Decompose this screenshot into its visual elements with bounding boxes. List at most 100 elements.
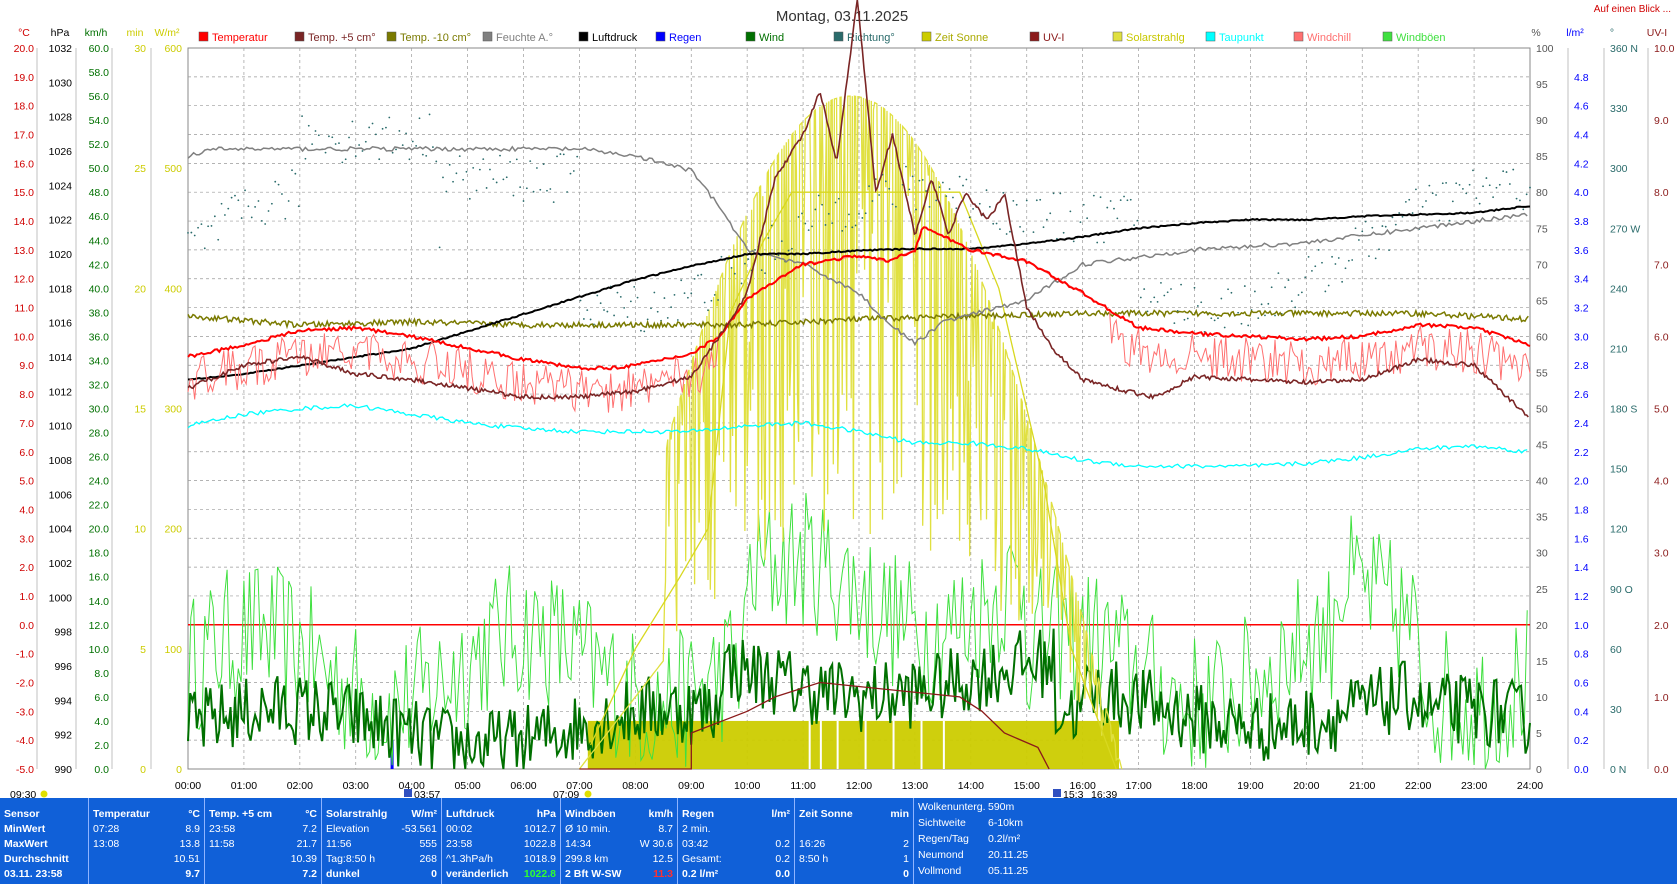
direction-dot (673, 294, 676, 296)
direction-dot (834, 201, 837, 204)
x-axis-tick: 00:00 (175, 780, 201, 792)
direction-dot (361, 150, 364, 152)
direction-dot (666, 317, 669, 319)
pressure-axis-tick: 1022 (49, 215, 73, 227)
solar-axis-tick: 0 (176, 764, 182, 776)
direction-dot (1445, 181, 1448, 184)
direction-dot (1344, 267, 1347, 270)
wind-axis-tick: 20.0 (89, 524, 110, 536)
summary-time: veränderlich (446, 868, 509, 880)
direction-axis-tick: 30 (1610, 704, 1622, 716)
sunshine-gap (836, 720, 839, 769)
direction-dot (676, 319, 679, 321)
overview-link[interactable]: Auf einen Blick ... (1593, 4, 1671, 15)
direction-dot (505, 176, 508, 179)
direction-dot (1042, 226, 1045, 229)
summary-value: W 30.6 (639, 838, 673, 850)
direction-dot (539, 188, 542, 191)
dewpoint-line (187, 403, 1528, 469)
direction-dot (1240, 322, 1243, 325)
rain-axis-tick: 4.4 (1574, 130, 1589, 142)
uv-axis-tick: 9.0 (1654, 115, 1669, 127)
direction-dot (871, 200, 874, 202)
rain-axis-tick: 0.0 (1574, 764, 1589, 776)
summary-col-solar: Solarstrahlg W/m² Elevation -53.561 11:56 5… (322, 798, 442, 884)
direction-dot (1431, 192, 1434, 195)
pressure-axis-tick: 996 (54, 661, 72, 673)
direction-dot (240, 217, 243, 219)
direction-dot (861, 217, 864, 219)
summary-value: 10.39 (290, 853, 317, 865)
direction-dot (401, 144, 404, 146)
direction-dot (1253, 290, 1256, 293)
wind-axis-tick: 54.0 (89, 115, 110, 127)
summary-row-label: MaxWert (4, 838, 48, 850)
temp-axis-tick: 4.0 (19, 504, 34, 516)
direction-axis-tick: 90 O (1610, 584, 1633, 596)
direction-dot (1113, 207, 1115, 210)
x-axis-tick: 06:00 (510, 780, 536, 792)
summary-value: 1018.9 (523, 853, 556, 865)
summary-time: 11:58 (209, 838, 235, 850)
direction-dot (703, 301, 706, 304)
x-axis-tick: 20:00 (1293, 780, 1319, 792)
uv-axis-tick: 0.0 (1654, 764, 1669, 776)
direction-dot (230, 196, 233, 199)
windgust-line (187, 493, 1528, 770)
direction-dot (988, 205, 991, 208)
temp-plus5-line (187, 0, 1529, 418)
summary-time: 299.8 km (565, 853, 609, 865)
pressure-axis-tick: 1004 (49, 524, 73, 536)
direction-dot (925, 190, 927, 192)
legend-swatch (578, 31, 589, 42)
direction-dot (1519, 199, 1521, 202)
direction-dot (760, 269, 763, 272)
direction-dot (307, 124, 310, 127)
direction-dot (1039, 198, 1042, 201)
direction-dot (324, 151, 327, 154)
pressure-axis-tick: 1020 (49, 249, 73, 261)
direction-axis-tick: 180 S (1610, 404, 1637, 416)
summary-col-sensor: Sensor MinWert MaxWert Durchschnitt 03.1… (0, 798, 89, 884)
direction-dot (1492, 196, 1494, 199)
direction-dot (972, 207, 974, 210)
summary-time: 2 min. (682, 823, 711, 835)
wind-axis-tick: 26.0 (89, 452, 110, 464)
humidity-axis-tick: 15 (1536, 656, 1548, 668)
rain-axis-tick: 2.0 (1574, 476, 1589, 488)
direction-dot (351, 120, 354, 123)
direction-dot (1052, 192, 1055, 195)
summary-value: 0 (903, 868, 909, 880)
pressure-line (187, 205, 1531, 381)
direction-dot (1331, 255, 1333, 258)
direction-dot (1123, 195, 1125, 198)
direction-dot (884, 180, 887, 183)
direction-axis-tick: 270 W (1610, 223, 1640, 235)
direction-dot (1227, 288, 1229, 291)
direction-dot (1133, 224, 1136, 227)
sunshine-bar (587, 720, 1120, 769)
summary-time: 00:02 (446, 823, 473, 835)
wind-line (187, 628, 1531, 770)
direction-dot (938, 186, 941, 189)
direction-dot (1388, 249, 1390, 252)
legend-label: Richtung° (847, 32, 895, 44)
pressure-axis-tick: 1028 (49, 112, 73, 124)
direction-dot (1210, 317, 1213, 320)
humidity-axis-tick: 35 (1536, 512, 1548, 524)
direction-dot (1354, 227, 1357, 230)
direction-dot (995, 222, 998, 225)
x-axis-tick: 12:00 (846, 780, 872, 792)
direction-dot (831, 222, 834, 225)
direction-axis-tick: 60 (1610, 644, 1622, 656)
direction-dot (616, 291, 619, 294)
direction-dot (284, 217, 287, 220)
temp-axis-tick: 17.0 (14, 130, 35, 142)
humidity-axis-tick: 20 (1536, 620, 1548, 632)
wind-axis-tick: 52.0 (89, 139, 110, 151)
summary-col-extra: Wolkenunterg. 590m Sichtweite 6-10km Regen… (914, 798, 1032, 884)
wind-axis-tick: 0.0 (94, 764, 109, 776)
summary-extra-label: Regen/Tag (918, 833, 969, 845)
direction-dot (613, 314, 615, 317)
